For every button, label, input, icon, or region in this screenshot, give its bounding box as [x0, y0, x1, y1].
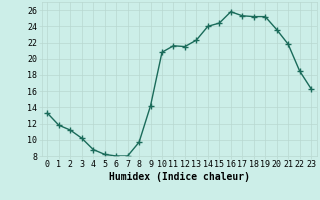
X-axis label: Humidex (Indice chaleur): Humidex (Indice chaleur) — [109, 172, 250, 182]
